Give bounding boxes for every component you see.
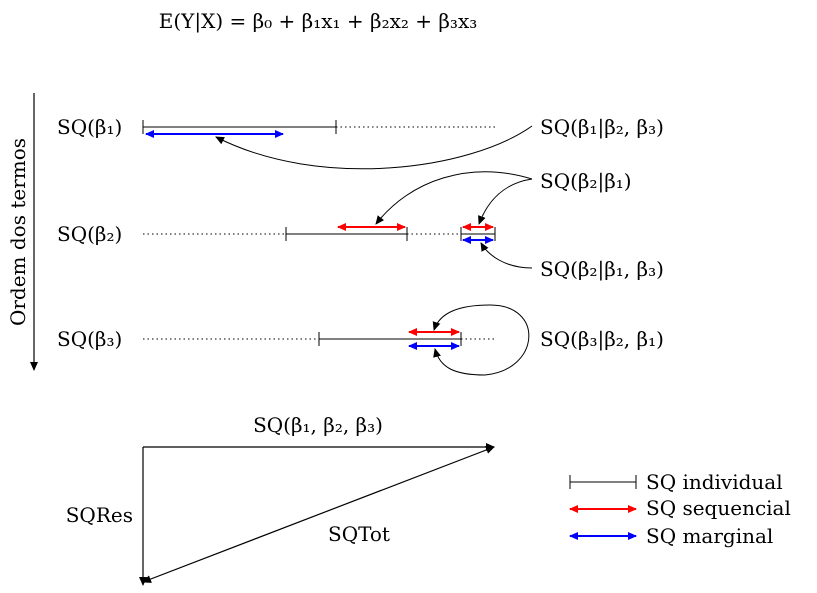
- row-beta3: SQ(β₃) SQ(β₃|β₂, β₁): [57, 304, 664, 376]
- row3-loop-arrow-top: [432, 304, 530, 376]
- row-beta2: SQ(β₂) SQ(β₂|β₁) SQ(β₂|β₁, β₃): [57, 169, 664, 282]
- row2-top-label: SQ(β₂|β₁): [540, 169, 632, 194]
- legend-marginal-label: SQ marginal: [646, 524, 773, 548]
- legend-sequencial-label: SQ sequencial: [646, 496, 791, 520]
- triangle-top-label: SQ(β₁, β₂, β₃): [253, 413, 383, 437]
- row2-seq-connector-arrow: [375, 171, 533, 225]
- row2-marg-connector-arrow: [480, 242, 533, 269]
- row1-right-label: SQ(β₁|β₂, β₃): [540, 115, 664, 140]
- triangle-left-label: SQRes: [66, 503, 133, 527]
- legend-individual-label: SQ individual: [646, 470, 783, 494]
- row3-right-label: SQ(β₃|β₂, β₁): [540, 327, 664, 352]
- legend-item-sequencial: SQ sequencial: [569, 496, 791, 520]
- row3-loop-arrow-bottom: [433, 348, 486, 376]
- row1-connector-arrow: [215, 125, 533, 170]
- model-equation: E(Y|X) = β₀ + β₁x₁ + β₂x₂ + β₃x₃: [159, 9, 478, 34]
- row2-left-label: SQ(β₂): [57, 222, 122, 246]
- row2-right-label: SQ(β₂|β₁, β₃): [540, 257, 664, 282]
- row-beta1: SQ(β₁) SQ(β₁|β₂, β₃): [57, 115, 664, 170]
- row2-seq-connector-arrow-2: [478, 178, 533, 225]
- triangle-hypotenuse: [142, 446, 495, 583]
- triangle-hyp-label: SQTot: [328, 522, 390, 546]
- order-axis-label: Ordem dos termos: [6, 138, 30, 326]
- legend-item-individual: SQ individual: [569, 470, 783, 494]
- row3-left-label: SQ(β₃): [57, 327, 122, 351]
- sum-of-squares-triangle: SQ(β₁, β₂, β₃) SQRes SQTot: [66, 413, 495, 586]
- row1-left-label: SQ(β₁): [57, 115, 122, 139]
- legend: SQ individual SQ sequencial SQ marginal: [569, 470, 791, 548]
- legend-item-marginal: SQ marginal: [569, 524, 773, 548]
